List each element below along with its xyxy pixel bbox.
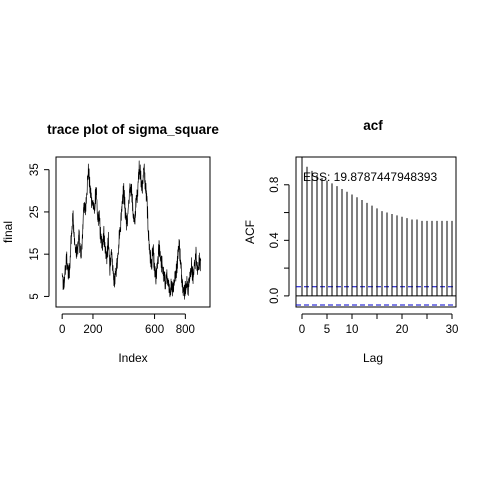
trace-y-tick-label: 5 <box>29 293 41 299</box>
trace-y-tick-label: 15 <box>29 248 41 261</box>
acf-y-axis: 0.0 0.4 0.8 <box>269 177 290 304</box>
acf-plot-box <box>295 156 457 308</box>
trace-y-label: final <box>1 221 15 243</box>
acf-ess-annotation: ESS: 19.8787447948393 <box>303 170 437 184</box>
acf-title: acf <box>363 118 383 133</box>
trace-plot-box <box>55 156 211 308</box>
trace-y-tick-label: 35 <box>29 163 41 176</box>
acf-x-tick-label: 0 <box>299 324 305 336</box>
trace-panel: trace plot of sigma_square 0 200 600 800 5 1… <box>1 122 219 365</box>
acf-panel: acf ESS: 19.8787447948393 0 5 10 20 30 0.00.… <box>243 118 458 365</box>
acf-x-tick-label: 5 <box>324 324 330 336</box>
acf-x-label: Lag <box>363 351 383 365</box>
trace-y-tick-label: 25 <box>29 206 41 219</box>
acf-bars <box>301 157 453 296</box>
trace-x-tick-label: 0 <box>59 324 65 336</box>
trace-x-label: Index <box>118 351 147 365</box>
acf-x-tick-label: 10 <box>346 324 359 336</box>
trace-title: trace plot of sigma_square <box>47 122 219 137</box>
trace-x-tick-label: 200 <box>83 324 102 336</box>
trace-x-tick-label: 600 <box>145 324 164 336</box>
acf-x-tick-label: 30 <box>446 324 459 336</box>
trace-line <box>61 160 202 300</box>
acf-y-tick-label: 0.0 <box>269 288 281 304</box>
acf-x-tick-label: 20 <box>396 324 409 336</box>
acf-x-axis: 0 5 10 20 30 <box>299 313 459 336</box>
trace-x-axis: 0 200 600 800 <box>59 313 195 336</box>
trace-x-tick-label: 800 <box>176 324 195 336</box>
acf-y-label: ACF <box>243 220 257 244</box>
acf-y-tick-label: 0.8 <box>269 177 281 193</box>
trace-y-axis: 5 15 25 35 <box>29 163 50 300</box>
acf-y-tick-label: 0.4 <box>269 232 281 249</box>
